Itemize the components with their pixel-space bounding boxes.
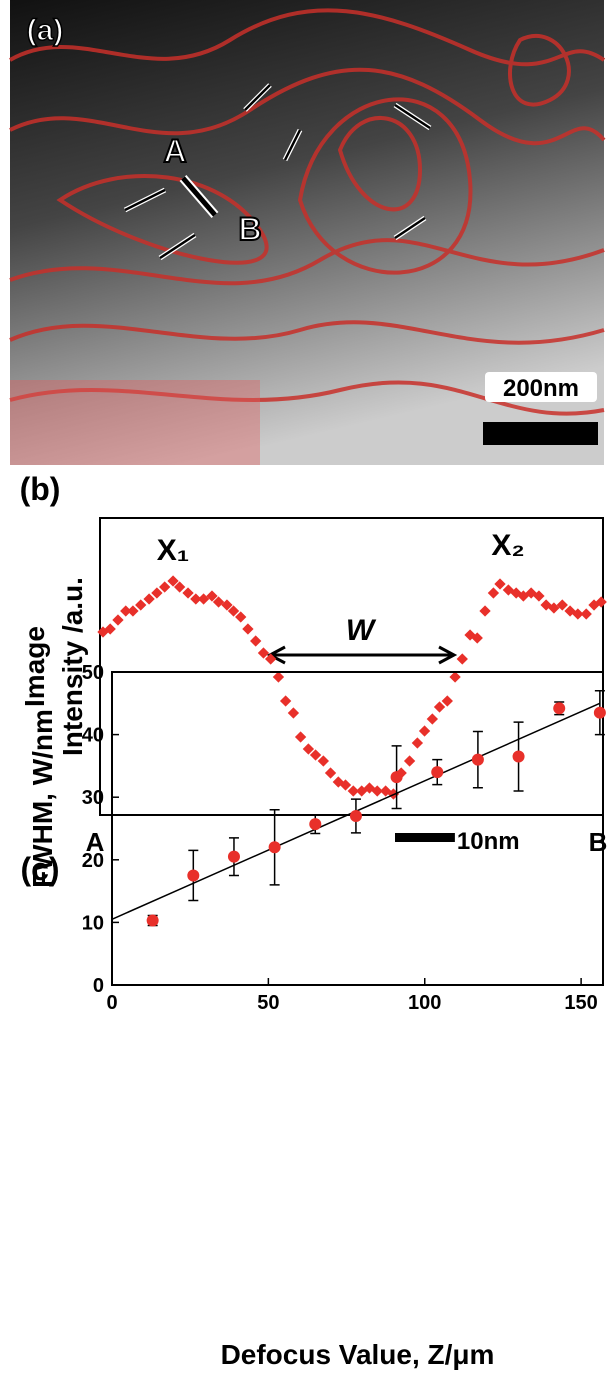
data-point xyxy=(572,608,584,620)
y-tick-label: 20 xyxy=(82,850,104,872)
data-point xyxy=(187,869,200,882)
y-tick-label: 30 xyxy=(82,787,104,809)
x-tick-label: 50 xyxy=(257,992,279,1014)
data-point xyxy=(206,590,218,602)
data-point xyxy=(324,767,337,779)
point-label: A xyxy=(163,133,186,169)
y-tick-label: 0 xyxy=(93,975,104,997)
data-point xyxy=(127,605,139,617)
data-point xyxy=(227,605,240,617)
data-point xyxy=(294,731,307,743)
data-point xyxy=(309,818,322,831)
data-point xyxy=(242,623,254,635)
data-point xyxy=(426,713,438,725)
data-point xyxy=(159,581,171,593)
data-point xyxy=(135,599,147,611)
plot-frame xyxy=(111,671,604,986)
data-point xyxy=(197,593,210,605)
x-tick-label: 100 xyxy=(408,992,441,1014)
data-point xyxy=(182,587,194,599)
data-point xyxy=(287,707,300,719)
data-point xyxy=(227,850,240,863)
data-point xyxy=(595,596,607,608)
data-point xyxy=(250,635,262,647)
end-label: A xyxy=(86,827,105,857)
y-axis-label: Image xyxy=(19,626,50,707)
data-point xyxy=(449,671,461,683)
data-point xyxy=(593,706,606,719)
end-label: B xyxy=(589,827,607,857)
data-point xyxy=(390,771,403,784)
panel-label: (a) xyxy=(27,14,64,47)
y-tick-label: 10 xyxy=(82,912,104,934)
data-point xyxy=(317,755,330,767)
data-point xyxy=(556,599,568,611)
data-point xyxy=(431,766,444,779)
panel-label: (b) xyxy=(20,471,61,507)
annotation: X₁ xyxy=(157,534,189,567)
data-point xyxy=(279,695,292,707)
data-point xyxy=(533,590,545,602)
data-point xyxy=(347,785,359,797)
data-point xyxy=(268,841,281,854)
data-point xyxy=(146,914,159,927)
point-label: B xyxy=(238,211,261,247)
x-tick-label: 150 xyxy=(564,992,597,1014)
data-point xyxy=(471,632,483,644)
data-point xyxy=(265,653,277,665)
data-point xyxy=(512,750,525,763)
annotation: X₂ xyxy=(491,529,524,562)
x-axis-label: Defocus Value, Z/μm xyxy=(221,1339,495,1370)
annotation: W xyxy=(346,614,377,647)
data-point xyxy=(456,653,468,665)
data-point xyxy=(173,581,186,593)
data-point xyxy=(418,725,431,737)
data-point xyxy=(487,587,500,599)
data-point xyxy=(221,599,233,611)
data-point xyxy=(471,753,484,766)
y-tick-label: 50 xyxy=(82,662,104,684)
data-point xyxy=(257,647,270,659)
data-point xyxy=(371,785,383,797)
data-point xyxy=(235,611,247,623)
data-point xyxy=(190,593,202,605)
data-point xyxy=(212,596,225,608)
data-point xyxy=(494,578,506,590)
data-point xyxy=(112,614,124,626)
data-point xyxy=(553,702,566,715)
data-point xyxy=(403,755,416,767)
y-tick-label: 40 xyxy=(82,725,104,747)
data-point xyxy=(433,701,446,713)
scale-bar xyxy=(395,833,455,842)
data-point xyxy=(349,809,362,822)
y-axis-label: FWHM, W/nm xyxy=(27,709,58,888)
fwhm-arrow xyxy=(266,645,458,665)
micrograph: (a) A B 200nm xyxy=(9,0,606,465)
data-point xyxy=(441,695,453,707)
data-point xyxy=(548,602,560,614)
data-point xyxy=(167,575,179,587)
x-tick-label: 0 xyxy=(106,992,117,1014)
data-point xyxy=(309,749,322,761)
data-point xyxy=(143,593,155,605)
data-point xyxy=(479,605,491,617)
data-point xyxy=(411,737,424,749)
y-axis-label: Intensity /a.u. xyxy=(57,577,88,756)
scale-bar-label: 10nm xyxy=(457,828,520,855)
data-point xyxy=(302,743,315,755)
panel-label: (c) xyxy=(20,851,59,887)
data-point xyxy=(580,608,592,620)
scale-label: 200nm xyxy=(503,375,579,402)
data-point xyxy=(272,671,285,683)
data-point xyxy=(339,779,352,791)
data-point xyxy=(151,587,163,599)
